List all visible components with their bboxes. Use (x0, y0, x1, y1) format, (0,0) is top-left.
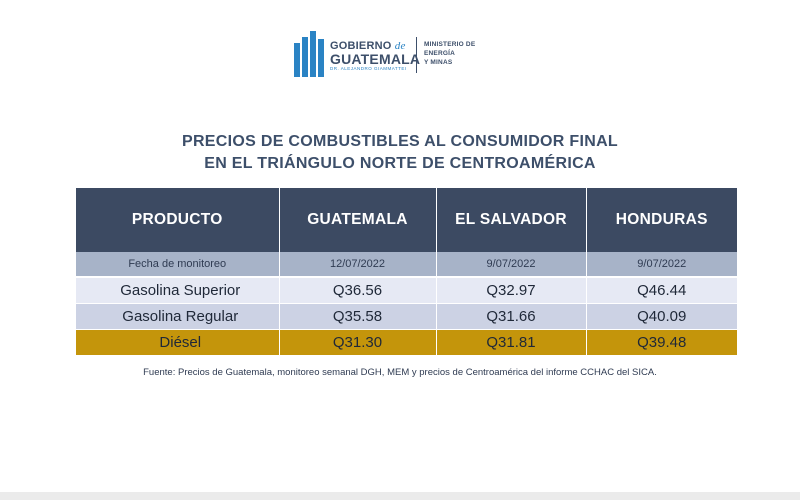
price-guatemala: Q31.30 (279, 329, 437, 355)
table-row: Gasolina Regular Q35.58 Q31.66 Q40.09 (76, 303, 737, 330)
price-honduras: Q46.44 (586, 277, 737, 304)
price-el-salvador: Q31.81 (436, 329, 587, 355)
source-note: Fuente: Precios de Guatemala, monitoreo … (143, 367, 657, 378)
product-name: Diésel (76, 329, 280, 355)
fuel-price-table: PRODUCTO GUATEMALA EL SALVADOR HONDURAS … (76, 188, 737, 355)
government-logo: GOBIERNO de GUATEMALA DR. ALEJANDRO GIAM… (294, 31, 504, 81)
price-el-salvador: Q32.97 (436, 277, 587, 304)
table-row: Gasolina Superior Q36.56 Q32.97 Q46.44 (76, 277, 737, 304)
title-line-2: EN EL TRIÁNGULO NORTE DE CENTROAMÉRICA (204, 155, 596, 172)
title-line-1: PRECIOS DE COMBUSTIBLES AL CONSUMIDOR FI… (181, 133, 619, 150)
logo-de: de (394, 40, 406, 52)
price-honduras: Q40.09 (586, 303, 737, 330)
product-name: Gasolina Regular (76, 303, 280, 330)
date-el-salvador: 9/07/2022 (436, 252, 587, 278)
date-guatemala: 12/07/2022 (279, 252, 437, 278)
logo-divider (416, 37, 417, 73)
product-name: Gasolina Superior (76, 277, 280, 304)
table-row: Diésel Q31.30 Q31.81 Q39.48 (76, 329, 737, 355)
price-guatemala: Q36.56 (279, 277, 437, 304)
header-producto: PRODUCTO (76, 188, 280, 252)
logo-president: DR. ALEJANDRO GIAMMATTEI (330, 66, 407, 71)
bottom-strip (0, 492, 800, 500)
logo-wordmark: GOBIERNO de GUATEMALA DR. ALEJANDRO GIAM… (330, 40, 420, 72)
date-honduras: 9/07/2022 (586, 252, 737, 278)
page-title: PRECIOS DE COMBUSTIBLES AL CONSUMIDOR FI… (0, 131, 800, 175)
price-el-salvador: Q31.66 (436, 303, 587, 330)
header-honduras: HONDURAS (586, 188, 737, 252)
price-honduras: Q39.48 (586, 329, 737, 355)
monitoring-date-row: Fecha de monitoreo 12/07/2022 9/07/2022 … (76, 252, 737, 278)
ministry-name: MINISTERIO DE ENERGÍA Y MINAS (424, 41, 476, 66)
table-header-row: PRODUCTO GUATEMALA EL SALVADOR HONDURAS (76, 188, 737, 252)
logo-guatemala: GUATEMALA (330, 51, 421, 67)
header-el-salvador: EL SALVADOR (436, 188, 587, 252)
logo-bars-icon (294, 31, 328, 81)
date-row-label: Fecha de monitoreo (76, 252, 280, 278)
header-guatemala: GUATEMALA (279, 188, 437, 252)
price-guatemala: Q35.58 (279, 303, 437, 330)
logo-gobierno: GOBIERNO (330, 40, 392, 52)
